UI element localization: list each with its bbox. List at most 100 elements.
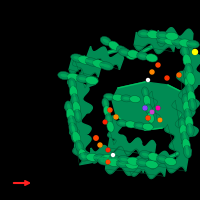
Ellipse shape	[98, 157, 111, 165]
Ellipse shape	[186, 123, 194, 136]
Ellipse shape	[184, 109, 192, 121]
Ellipse shape	[121, 50, 128, 54]
Ellipse shape	[147, 112, 154, 123]
Ellipse shape	[183, 101, 191, 114]
Ellipse shape	[180, 125, 188, 138]
Polygon shape	[172, 98, 198, 138]
Circle shape	[165, 76, 169, 80]
Ellipse shape	[58, 71, 71, 80]
Ellipse shape	[145, 125, 151, 128]
Ellipse shape	[167, 39, 174, 43]
Ellipse shape	[128, 50, 139, 58]
Ellipse shape	[75, 104, 78, 112]
Ellipse shape	[147, 106, 150, 112]
Ellipse shape	[149, 114, 152, 121]
Ellipse shape	[71, 54, 84, 62]
Ellipse shape	[79, 153, 92, 161]
Ellipse shape	[72, 88, 75, 96]
Ellipse shape	[69, 123, 78, 136]
Ellipse shape	[148, 56, 155, 60]
Ellipse shape	[107, 116, 110, 122]
Polygon shape	[157, 28, 193, 48]
Ellipse shape	[189, 42, 197, 46]
Polygon shape	[90, 145, 126, 165]
Polygon shape	[106, 155, 144, 175]
Ellipse shape	[149, 33, 157, 36]
Ellipse shape	[81, 155, 89, 158]
Ellipse shape	[165, 157, 176, 166]
Ellipse shape	[79, 77, 86, 81]
Ellipse shape	[145, 160, 158, 169]
Ellipse shape	[81, 151, 85, 159]
Ellipse shape	[190, 94, 193, 101]
Ellipse shape	[137, 52, 148, 60]
Ellipse shape	[165, 32, 178, 40]
Ellipse shape	[73, 133, 77, 141]
Ellipse shape	[70, 118, 74, 126]
Ellipse shape	[139, 161, 146, 165]
Ellipse shape	[120, 158, 128, 161]
Ellipse shape	[71, 125, 75, 133]
Ellipse shape	[182, 138, 190, 151]
Circle shape	[177, 73, 181, 77]
Ellipse shape	[116, 46, 128, 55]
Ellipse shape	[78, 56, 92, 64]
Ellipse shape	[183, 47, 187, 55]
Ellipse shape	[139, 54, 146, 58]
Ellipse shape	[145, 104, 153, 115]
Polygon shape	[149, 89, 171, 121]
Ellipse shape	[182, 127, 185, 135]
Ellipse shape	[65, 101, 73, 114]
Ellipse shape	[136, 159, 149, 167]
Ellipse shape	[188, 86, 192, 94]
Ellipse shape	[164, 37, 177, 45]
Ellipse shape	[187, 72, 195, 85]
Ellipse shape	[159, 157, 166, 161]
Circle shape	[106, 148, 110, 152]
Ellipse shape	[186, 84, 194, 96]
Ellipse shape	[95, 62, 103, 66]
Ellipse shape	[172, 38, 184, 46]
Ellipse shape	[127, 157, 140, 165]
Ellipse shape	[185, 57, 189, 64]
Ellipse shape	[102, 98, 109, 109]
Ellipse shape	[185, 141, 188, 149]
Ellipse shape	[103, 39, 109, 43]
Ellipse shape	[174, 40, 182, 44]
Ellipse shape	[108, 155, 121, 163]
Ellipse shape	[69, 111, 72, 118]
Ellipse shape	[183, 134, 187, 142]
Ellipse shape	[89, 156, 96, 159]
Ellipse shape	[183, 145, 192, 158]
Ellipse shape	[107, 121, 114, 132]
Ellipse shape	[130, 52, 137, 56]
Ellipse shape	[159, 34, 167, 37]
Polygon shape	[181, 44, 200, 86]
Ellipse shape	[142, 153, 149, 156]
Ellipse shape	[76, 75, 89, 83]
Ellipse shape	[117, 120, 128, 127]
Ellipse shape	[186, 40, 199, 48]
Ellipse shape	[104, 93, 115, 100]
Ellipse shape	[111, 158, 119, 161]
Ellipse shape	[118, 155, 131, 164]
Ellipse shape	[86, 153, 99, 161]
Ellipse shape	[72, 126, 75, 133]
Ellipse shape	[128, 163, 136, 167]
Ellipse shape	[157, 36, 170, 44]
Ellipse shape	[143, 95, 151, 106]
Ellipse shape	[140, 150, 151, 159]
Ellipse shape	[186, 111, 190, 119]
Ellipse shape	[110, 161, 117, 164]
Ellipse shape	[125, 161, 138, 169]
Ellipse shape	[94, 154, 106, 162]
Ellipse shape	[101, 155, 114, 163]
Circle shape	[103, 120, 107, 124]
Ellipse shape	[78, 143, 82, 150]
Circle shape	[98, 143, 102, 147]
Ellipse shape	[114, 96, 121, 99]
Ellipse shape	[119, 162, 126, 165]
Circle shape	[158, 118, 162, 122]
Ellipse shape	[67, 103, 71, 111]
Ellipse shape	[179, 39, 192, 47]
